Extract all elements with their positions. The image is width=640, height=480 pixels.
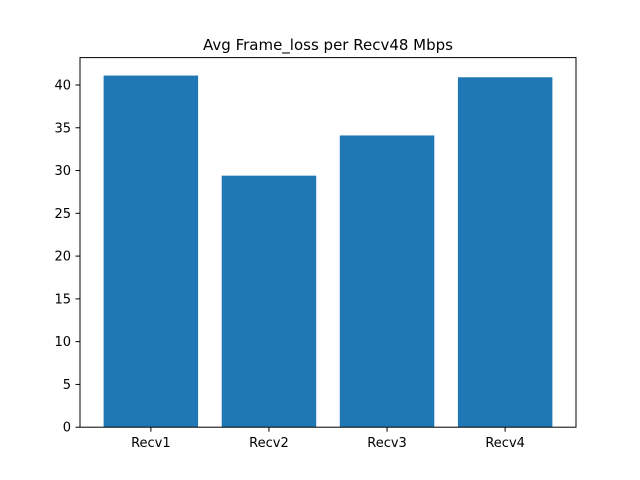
chart-title: Avg Frame_loss per Recv48 Mbps [203,36,453,55]
y-tick-label: 15 [54,292,71,307]
y-tick-label: 10 [54,335,71,350]
bar-recv1 [103,75,199,428]
y-tick-label: 35 [54,121,71,136]
x-tick-label: Recv2 [249,436,289,451]
y-tick-label: 25 [54,207,71,222]
axes-group [79,57,577,428]
x-tick-label: Recv1 [131,436,171,451]
x-tick-label: Recv4 [485,436,525,451]
y-tick-label: 40 [54,78,71,93]
bars-group [103,75,553,428]
bar-recv4 [457,77,553,428]
bar-recv3 [339,135,435,428]
bar-recv2 [221,175,317,428]
y-tick-label: 0 [63,421,71,436]
y-tick-label: 20 [54,250,71,265]
y-tick-label: 5 [63,378,71,393]
plot-frame [79,57,577,428]
x-tick-label: Recv3 [367,436,407,451]
y-tick-label: 30 [54,164,71,179]
y-axis-ticks: 0 5 10 15 20 25 30 35 40 [54,78,80,436]
x-axis-ticks: Recv1 Recv2 Recv3 Recv4 [131,427,525,451]
